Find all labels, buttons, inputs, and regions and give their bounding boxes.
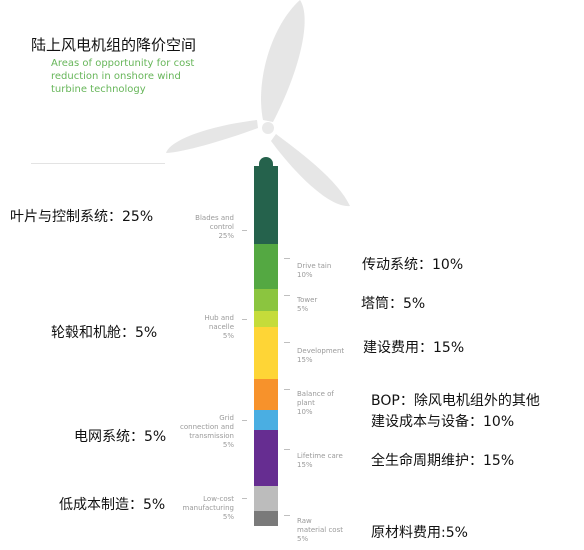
leader-lifetime bbox=[284, 449, 290, 450]
leader-blades bbox=[242, 230, 247, 231]
segment-hub bbox=[254, 311, 278, 327]
label-line: Blades and bbox=[195, 214, 234, 222]
label-line: transmission bbox=[189, 432, 234, 440]
title-divider bbox=[31, 163, 165, 164]
segment-tower bbox=[254, 289, 278, 311]
label-line: Tower bbox=[297, 296, 318, 304]
leader-hub bbox=[242, 319, 247, 320]
rotor-blade-left bbox=[166, 120, 258, 153]
label-line: 5% bbox=[297, 305, 309, 313]
subtitle-line: Areas of opportunity for cost bbox=[51, 58, 195, 69]
label-line: 5% bbox=[222, 441, 234, 449]
label-line: 15% bbox=[297, 461, 313, 469]
annotation-tower: 塔筒：5% bbox=[361, 296, 426, 312]
label-bop: Balance of plant 10% bbox=[297, 390, 387, 417]
annotation-bop: BOP：除风电机组外的其他 建设成本与设备：10% bbox=[371, 391, 540, 433]
subtitle-line: turbine technology bbox=[51, 84, 146, 95]
label-line: Balance of bbox=[297, 390, 334, 398]
label-raw: Raw material cost 5% bbox=[297, 517, 387, 544]
page-title: 陆上风电机组的降价空间 bbox=[31, 36, 197, 54]
leader-drive-train bbox=[284, 258, 290, 259]
annotation-hub: 轮毂和机舱：5% bbox=[51, 325, 158, 341]
label-line: Low-cost bbox=[203, 495, 234, 503]
segment-development bbox=[254, 327, 278, 379]
leader-grid bbox=[242, 420, 247, 421]
label-line: 5% bbox=[297, 535, 309, 543]
label-hub: Hub and nacelle 5% bbox=[124, 314, 234, 341]
label-line: plant bbox=[297, 399, 315, 407]
annotation-lifetime: 全生命周期维护：15% bbox=[371, 453, 515, 469]
label-line: Raw bbox=[297, 517, 312, 525]
rotor-blade-top bbox=[261, 0, 305, 122]
label-manufacturing: Low-cost manufacturing 5% bbox=[124, 495, 234, 522]
label-line: 25% bbox=[218, 232, 234, 240]
label-line: control bbox=[209, 223, 234, 231]
segment-drive-train bbox=[254, 244, 278, 289]
label-line: connection and bbox=[180, 423, 234, 431]
label-line: material cost bbox=[297, 526, 343, 534]
label-line: Hub and bbox=[204, 314, 234, 322]
label-line: manufacturing bbox=[182, 504, 234, 512]
annotation-grid: 电网系统：5% bbox=[74, 429, 167, 445]
leader-bop bbox=[284, 389, 290, 390]
annotation-line: 建设成本与设备：10% bbox=[371, 414, 515, 430]
label-development: Development 15% bbox=[297, 347, 387, 365]
annotation-development: 建设费用：15% bbox=[363, 340, 465, 356]
leader-manufacturing bbox=[242, 498, 247, 499]
label-line: nacelle bbox=[208, 323, 234, 331]
rotor-hub bbox=[262, 122, 274, 134]
annotation-drive-train: 传动系统：10% bbox=[362, 257, 464, 273]
label-grid: Grid connection and transmission 5% bbox=[124, 414, 234, 450]
page-subtitle: Areas of opportunity for cost reduction … bbox=[51, 57, 194, 96]
annotation-raw: 原材料费用:5% bbox=[371, 525, 468, 541]
annotation-manufacturing: 低成本制造：5% bbox=[59, 497, 166, 513]
segment-lifetime bbox=[254, 430, 278, 486]
label-drive-train: Drive tain 10% bbox=[297, 262, 387, 280]
label-line: 15% bbox=[297, 356, 313, 364]
segment-bop bbox=[254, 379, 278, 410]
label-lifetime: Lifetime care 15% bbox=[297, 452, 387, 470]
segment-blades bbox=[254, 166, 278, 244]
label-blades: Blades and control 25% bbox=[124, 214, 234, 241]
label-line: Grid bbox=[219, 414, 234, 422]
segment-manufacturing bbox=[254, 486, 278, 511]
subtitle-line: reduction in onshore wind bbox=[51, 71, 181, 82]
segment-raw bbox=[254, 511, 278, 526]
label-tower: Tower 5% bbox=[297, 296, 387, 314]
leader-raw bbox=[284, 515, 290, 516]
label-line: Lifetime care bbox=[297, 452, 343, 460]
label-line: 5% bbox=[222, 332, 234, 340]
leader-tower bbox=[284, 295, 290, 296]
annotation-line: BOP：除风电机组外的其他 bbox=[371, 393, 540, 409]
label-line: Development bbox=[297, 347, 345, 355]
label-line: Drive tain bbox=[297, 262, 332, 270]
rotor-blade-right bbox=[271, 134, 350, 207]
label-line: 10% bbox=[297, 271, 313, 279]
label-line: 5% bbox=[222, 513, 234, 521]
annotation-blades: 叶片与控制系统：25% bbox=[10, 209, 154, 225]
segment-grid bbox=[254, 410, 278, 430]
label-line: 10% bbox=[297, 408, 313, 416]
leader-development bbox=[284, 342, 290, 343]
